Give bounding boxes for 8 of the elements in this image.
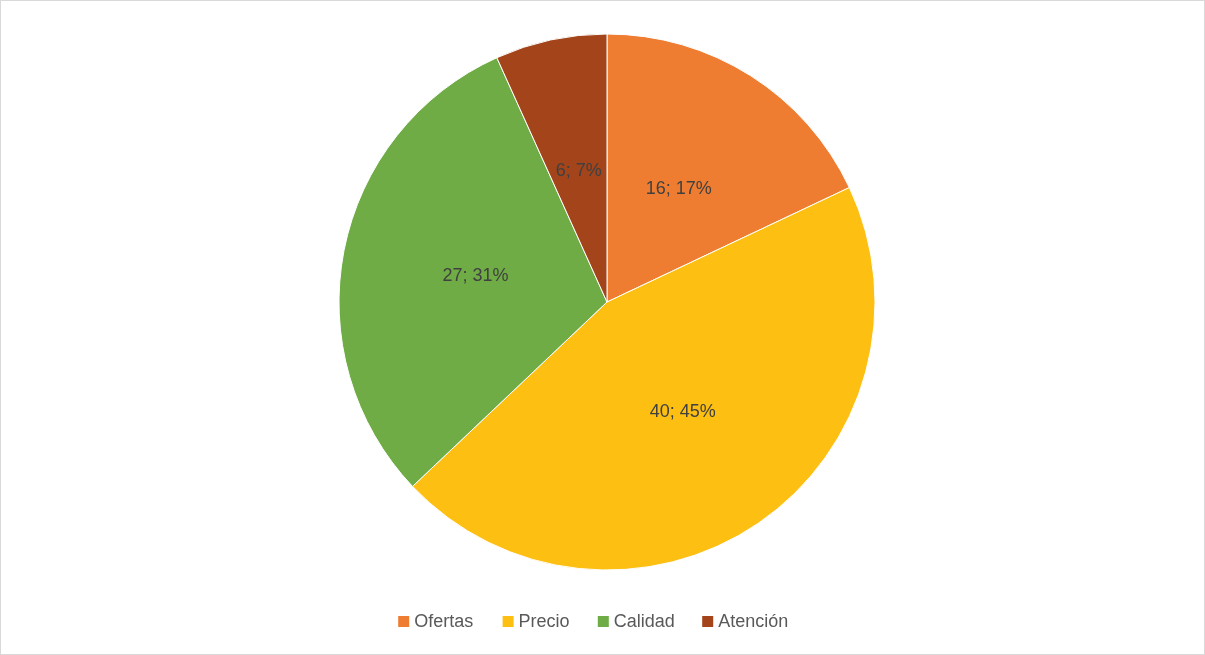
data-label: 40; 45%: [649, 401, 716, 422]
data-label: 6; 7%: [555, 159, 602, 180]
data-label: 27; 31%: [442, 264, 509, 285]
data-label: 16; 17%: [645, 177, 712, 198]
legend-label: Ofertas: [414, 610, 474, 631]
legend-label: Precio: [518, 610, 570, 631]
legend-label: Atención: [718, 610, 789, 631]
legend-label: Calidad: [613, 610, 675, 631]
